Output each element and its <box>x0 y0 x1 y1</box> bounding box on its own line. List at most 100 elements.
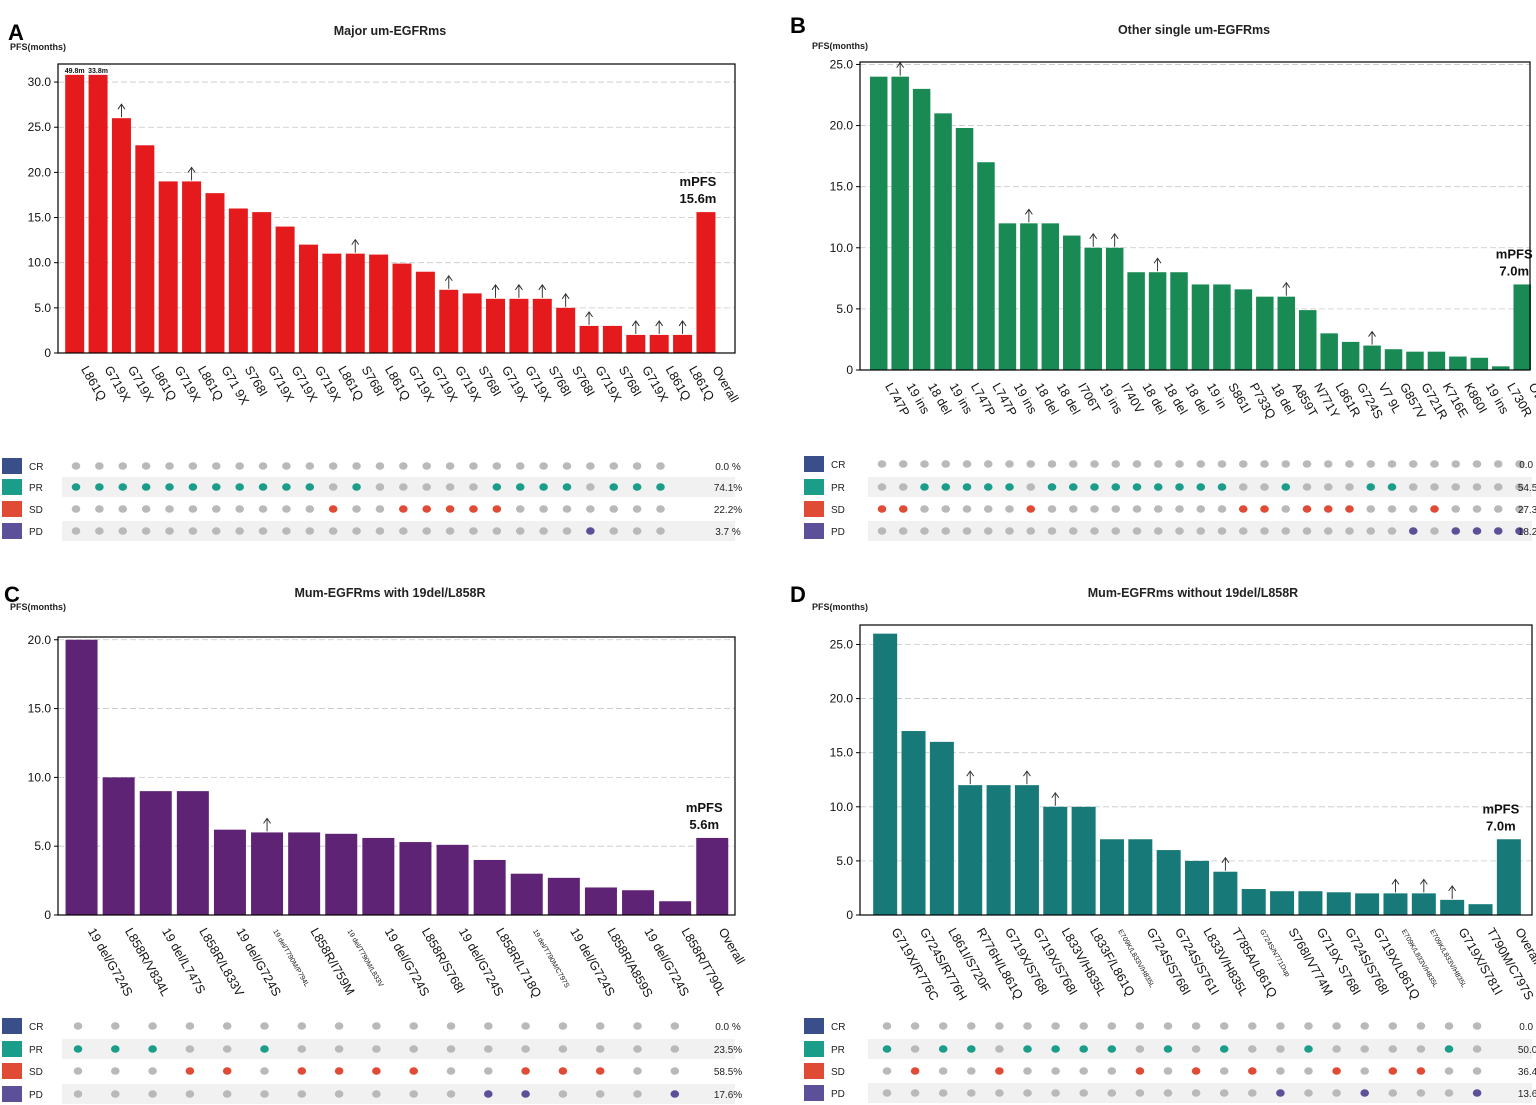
response-dot <box>1079 1089 1088 1097</box>
ongoing-arrowhead <box>351 238 360 245</box>
response-dot <box>73 1090 83 1098</box>
response-dot <box>352 527 361 535</box>
bar <box>1298 310 1317 370</box>
panel-letter: D <box>790 582 806 607</box>
response-dot <box>328 462 338 470</box>
response-dot <box>352 483 361 491</box>
response-dot <box>995 1089 1004 1097</box>
response-dot <box>185 1022 195 1030</box>
y-axis-label: PFS(months) <box>10 42 66 52</box>
y-axis-label: PFS(months) <box>10 602 66 612</box>
bar <box>912 88 931 370</box>
legend-swatch-cr <box>2 458 22 474</box>
response-dot <box>983 483 993 491</box>
response-dot <box>305 462 315 470</box>
response-dot <box>633 1022 642 1030</box>
response-dot <box>71 505 81 513</box>
response-dot <box>372 1067 381 1075</box>
response-dot <box>1047 483 1057 491</box>
response-dot <box>609 505 619 513</box>
bar <box>1326 892 1351 915</box>
response-pct: 0.0 % <box>1519 460 1536 471</box>
bar <box>1513 284 1531 370</box>
response-dot <box>141 462 151 470</box>
response-dot <box>562 505 572 513</box>
row-stripe <box>62 521 735 541</box>
response-dot <box>898 483 908 491</box>
response-dot <box>1304 1067 1313 1075</box>
response-dot <box>111 1090 120 1098</box>
response-pct: 74.1% <box>714 483 742 494</box>
bar <box>1384 349 1403 370</box>
y-tick-label: 20.0 <box>28 633 52 647</box>
chart-title: Major um-EGFRms <box>334 24 447 38</box>
response-dot <box>446 1045 456 1053</box>
response-dot <box>1163 1022 1173 1030</box>
response-dot <box>910 1045 920 1053</box>
response-dot <box>375 462 385 470</box>
bar <box>1427 351 1446 370</box>
bar <box>1468 904 1493 915</box>
bar <box>1148 272 1167 370</box>
response-dot <box>258 527 268 535</box>
bar <box>1185 860 1210 915</box>
response-dot <box>1051 1045 1060 1053</box>
ongoing-arrowhead <box>966 770 975 777</box>
response-dot <box>515 462 525 470</box>
response-dot <box>1196 460 1206 468</box>
bar <box>673 334 693 353</box>
response-dot <box>562 462 572 470</box>
response-dot <box>260 1067 269 1075</box>
response-dot <box>334 1067 344 1075</box>
legend-swatch-pd <box>2 1086 22 1102</box>
response-dot <box>595 1067 605 1075</box>
response-dot <box>1051 1067 1060 1075</box>
response-pct: 0.0 % <box>715 462 741 473</box>
legend-label-sd: SD <box>831 1067 845 1078</box>
plot-frame <box>57 63 736 354</box>
legend-label-sd: SD <box>831 505 845 516</box>
legend-swatch-cr <box>2 1018 22 1034</box>
response-dot <box>632 527 642 535</box>
response-dot <box>1332 1089 1341 1097</box>
response-dot <box>422 483 432 491</box>
ongoing-arrowhead <box>1025 208 1033 215</box>
legend-swatch-pr <box>2 479 22 495</box>
category-label: Overall <box>716 926 748 967</box>
response-dot <box>297 1022 307 1030</box>
response-dot <box>95 505 104 513</box>
bar <box>1496 839 1521 915</box>
bar <box>362 837 395 915</box>
ongoing-arrowhead <box>561 293 570 300</box>
legend-swatch-pr <box>2 1041 22 1057</box>
legend-label-cr: CR <box>29 1022 43 1033</box>
response-dot <box>282 505 291 513</box>
legend-swatch-cr <box>804 456 824 472</box>
response-dot <box>222 1045 232 1053</box>
ongoing-arrowhead <box>678 320 687 327</box>
response-dot <box>882 1022 892 1030</box>
response-dot <box>1515 527 1524 535</box>
response-dot <box>1175 527 1184 535</box>
response-dot <box>1430 505 1439 513</box>
response-dot <box>1111 483 1121 491</box>
response-dot <box>1090 483 1099 491</box>
response-dot <box>1345 527 1354 535</box>
response-pct: 18.2% <box>1518 527 1536 538</box>
response-dot <box>539 483 548 491</box>
bar <box>696 212 716 353</box>
response-dot <box>334 1022 344 1030</box>
response-dot <box>898 460 908 468</box>
response-dot <box>1135 1089 1145 1097</box>
bar <box>958 785 983 915</box>
response-dot <box>1472 1045 1482 1053</box>
response-dot <box>898 505 908 513</box>
panel-d: D Mum-EGFRms without 19del/L858R PFS(month… <box>790 582 1536 1103</box>
y-tick-label: 15.0 <box>28 211 52 225</box>
y-tick-label: 10.0 <box>830 241 854 255</box>
response-dot <box>1111 460 1121 468</box>
ongoing-arrowhead <box>1419 878 1428 885</box>
response-dot <box>1107 1022 1117 1030</box>
response-dot <box>1472 1067 1482 1075</box>
